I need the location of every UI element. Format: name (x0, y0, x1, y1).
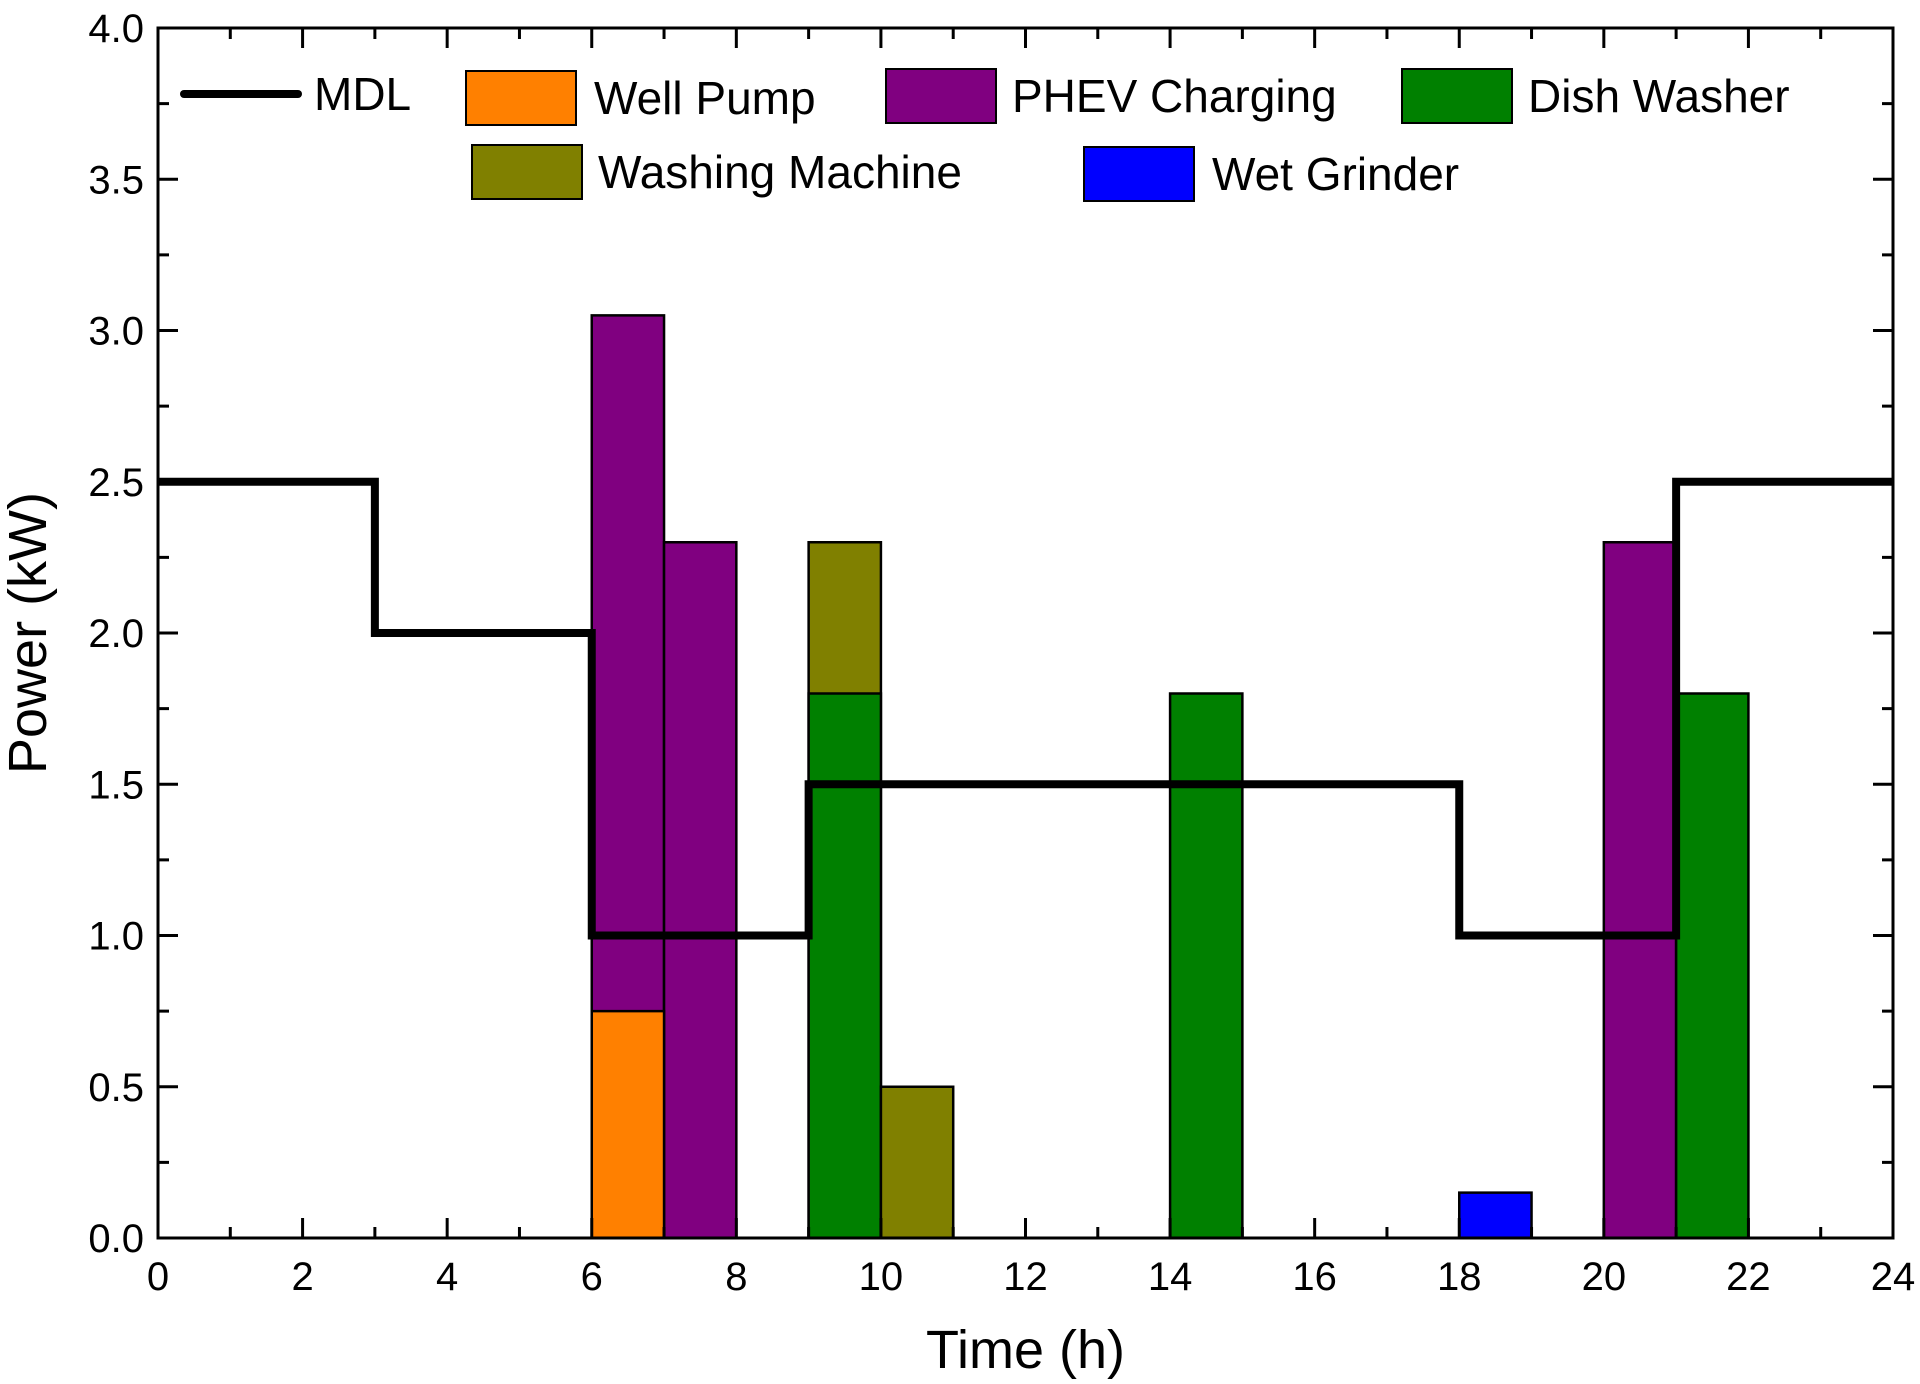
bar-phev-charging-1 (662, 541, 738, 1240)
x-tick-label: 8 (725, 1255, 747, 1299)
x-tick-label: 20 (1582, 1255, 1627, 1299)
y-tick-label: 2.5 (88, 461, 144, 505)
y-tick-label: 1.0 (88, 915, 144, 959)
legend-label-phev-charging: PHEV Charging (1012, 70, 1337, 122)
x-tick-label: 0 (147, 1255, 169, 1299)
bar-dish-washer-0 (807, 692, 883, 1240)
y-tick-label: 3.0 (88, 310, 144, 354)
x-tick-label: 4 (436, 1255, 458, 1299)
legend-label-dish-washer: Dish Washer (1528, 70, 1790, 122)
ticks-layer: 0 2 4 6 8 10 12 14 16 18 20 22 240.00.51.01.52.02.53… (88, 7, 1915, 1299)
legend-label-wet-grinder: Wet Grinder (1212, 148, 1459, 200)
x-tick-label: 16 (1292, 1255, 1337, 1299)
series-line-mdl (158, 477, 1893, 940)
legend: MDL Well Pump PHEV Charging Dish Washer Wash… (180, 68, 1790, 202)
bar-well-pump-0 (590, 1009, 666, 1240)
x-tick-label: 2 (291, 1255, 313, 1299)
y-tick-label: 4.0 (88, 7, 144, 51)
x-tick-label: 6 (581, 1255, 603, 1299)
legend-swatch-wet-grinder (1083, 146, 1195, 202)
y-tick-label: 0.0 (88, 1217, 144, 1261)
x-tick-label: 12 (1003, 1255, 1048, 1299)
y-tick-label: 3.5 (88, 158, 144, 202)
bar-dish-washer-1 (1168, 692, 1244, 1240)
bars-layer (590, 314, 1750, 1240)
legend-swatch-phev-charging (885, 68, 997, 124)
y-tick-label: 1.5 (88, 763, 144, 807)
y-tick-label: 0.5 (88, 1066, 144, 1110)
x-tick-label: 18 (1437, 1255, 1482, 1299)
bar-wet-grinder-0 (1458, 1191, 1533, 1240)
x-tick-label: 10 (859, 1255, 904, 1299)
x-axis-title: Time (h) (926, 1320, 1125, 1380)
y-tick-label: 2.0 (88, 612, 144, 656)
legend-label-washing-machine: Washing Machine (598, 146, 962, 198)
legend-swatch-washing-machine (471, 144, 583, 200)
line-layer (158, 477, 1893, 940)
x-tick-label: 14 (1148, 1255, 1193, 1299)
bar-phev-charging-2 (1602, 541, 1678, 1240)
y-axis-title: Power (kW) (0, 492, 58, 774)
bar-dish-washer-2 (1674, 692, 1750, 1240)
x-tick-label: 24 (1871, 1255, 1916, 1299)
legend-swatch-well-pump (465, 70, 577, 126)
x-tick-label: 22 (1726, 1255, 1771, 1299)
legend-label-well-pump: Well Pump (594, 72, 816, 124)
legend-swatch-dish-washer (1401, 68, 1513, 124)
legend-label-mdl: MDL (314, 68, 411, 120)
bar-washing-machine-1 (879, 1085, 955, 1240)
